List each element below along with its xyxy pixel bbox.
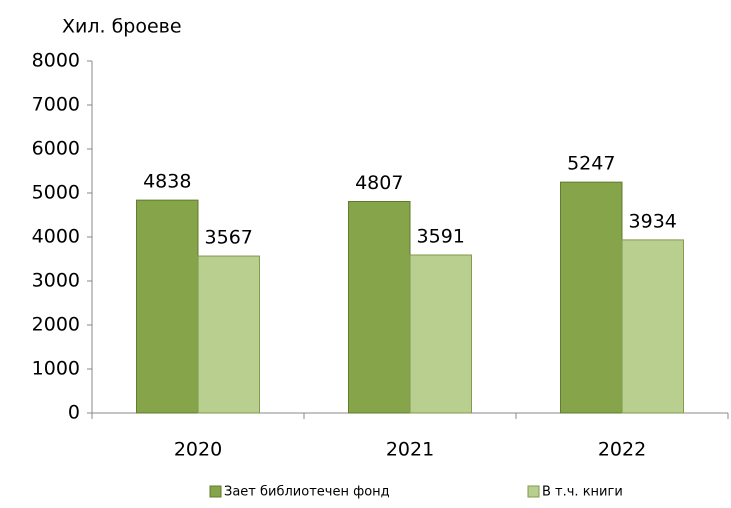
data-label: 4838 bbox=[143, 171, 191, 193]
bar bbox=[560, 181, 623, 414]
data-label: 5247 bbox=[567, 153, 615, 175]
y-tick-label: 0 bbox=[68, 402, 80, 424]
y-tick-label: 2000 bbox=[32, 314, 80, 336]
bar bbox=[136, 199, 199, 414]
data-label: 3567 bbox=[205, 227, 253, 249]
legend-swatch bbox=[209, 485, 222, 498]
legend-label: Зает библиотечен фонд bbox=[224, 485, 390, 500]
y-tick-label: 1000 bbox=[32, 358, 80, 380]
x-tick-label: 2021 bbox=[386, 439, 434, 461]
y-tick-label: 3000 bbox=[32, 270, 80, 292]
data-label: 3591 bbox=[417, 225, 465, 247]
y-axis-label: Хил. броеве bbox=[62, 16, 182, 38]
x-tick-label: 2020 bbox=[174, 439, 222, 461]
y-tick-label: 5000 bbox=[32, 182, 80, 204]
y-tick-label: 4000 bbox=[32, 226, 80, 248]
legend-swatch bbox=[527, 485, 540, 498]
bar bbox=[621, 239, 684, 414]
bar bbox=[348, 200, 411, 414]
x-tick-label: 2022 bbox=[598, 439, 646, 461]
data-label: 4807 bbox=[355, 172, 403, 194]
bar bbox=[197, 255, 260, 414]
y-tick-label: 7000 bbox=[32, 94, 80, 116]
legend-label: В т.ч. книги bbox=[542, 485, 623, 500]
y-tick-label: 6000 bbox=[32, 138, 80, 160]
data-label: 3934 bbox=[629, 210, 677, 232]
y-tick-label: 8000 bbox=[32, 50, 80, 72]
bar bbox=[409, 254, 472, 414]
